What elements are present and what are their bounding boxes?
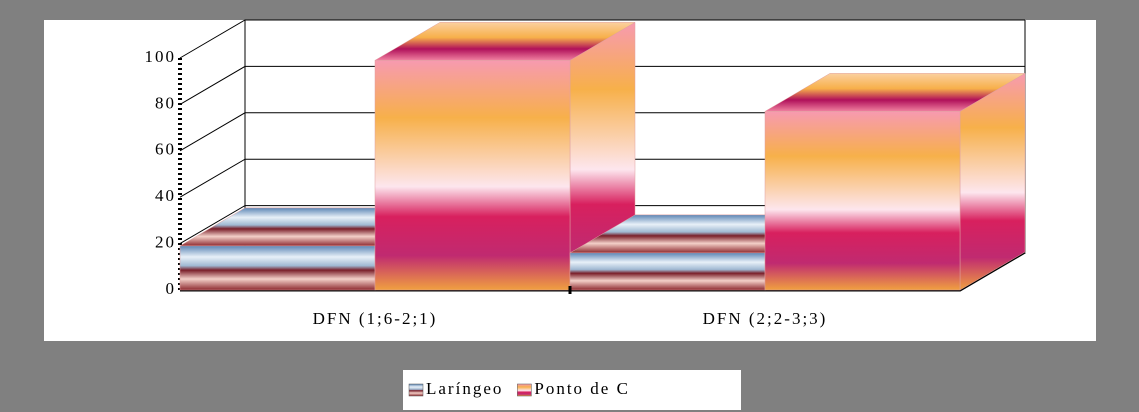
bar <box>569 252 766 291</box>
y-tick-label: 0 <box>166 279 177 298</box>
y-tick-label: 20 <box>155 233 176 252</box>
grid-line <box>179 65 1025 105</box>
y-tick-label: 40 <box>155 186 176 205</box>
legend-swatch <box>517 383 532 397</box>
y-tick-label: 60 <box>155 140 176 159</box>
legend <box>403 370 741 410</box>
legend-label: Laríngeo <box>426 379 503 398</box>
grid-line <box>179 19 1025 59</box>
legend-swatch <box>408 383 424 397</box>
bar <box>374 60 571 291</box>
x-tick-label: DFN (2;2-3;3) <box>703 309 828 328</box>
y-tick-label: 100 <box>145 47 177 66</box>
legend-label: Ponto de C <box>534 379 630 398</box>
x-tick-label: DFN (1;6-2;1) <box>313 309 438 328</box>
bar <box>179 245 376 291</box>
bar <box>764 111 961 291</box>
y-tick-label: 80 <box>155 93 176 112</box>
